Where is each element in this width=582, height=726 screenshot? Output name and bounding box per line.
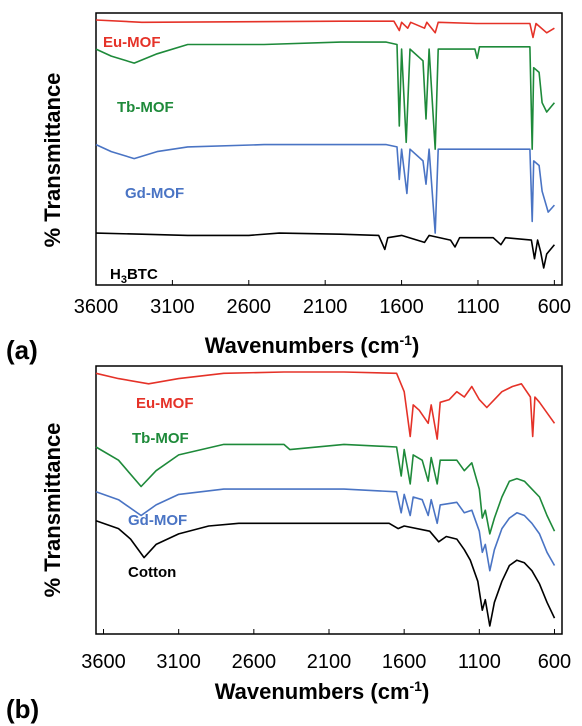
x-tick-label-b: 1600 bbox=[382, 651, 427, 673]
x-tick-label-a: 2600 bbox=[227, 296, 272, 318]
x-tick-label-b: 2100 bbox=[307, 651, 352, 673]
x-ticks-b: 3600 3100 2600 2100 1600 1100 600 bbox=[81, 629, 571, 673]
x-tick-label-b: 2600 bbox=[232, 651, 277, 673]
x-tick-label-a: 1100 bbox=[456, 296, 499, 318]
x-tick-label-a: 3600 bbox=[74, 296, 119, 318]
series-line-tb-mof-b bbox=[95, 443, 556, 535]
x-tick-label-a: 1600 bbox=[379, 296, 424, 318]
series-label-eu-b: Eu-MOF bbox=[136, 395, 194, 412]
x-tick-label-a: 600 bbox=[538, 296, 571, 318]
x-tick-label-b: 3600 bbox=[81, 651, 126, 673]
plot-frame-a bbox=[95, 12, 563, 286]
panel-label-a: (a) bbox=[6, 335, 38, 365]
x-ticks-a: 3600 3100 2600 2100 1600 1100 600 bbox=[74, 280, 571, 318]
series-line-eu-mof-b bbox=[95, 371, 556, 440]
series-line-h3btc-a bbox=[95, 232, 556, 269]
series-line-gd-mof-a bbox=[95, 143, 555, 234]
y-axis-label-b: % Transmittance bbox=[40, 423, 65, 598]
series-group-b bbox=[95, 371, 556, 627]
y-axis-label-a: % Transmittance bbox=[40, 73, 65, 248]
series-line-eu-mof-a bbox=[95, 19, 555, 39]
chart-panel-a: 3600 3100 2600 2100 1600 1100 600 % Transmitta… bbox=[6, 12, 571, 365]
series-label-cotton-b: Cotton bbox=[128, 564, 176, 581]
x-tick-label-b: 3100 bbox=[156, 651, 201, 673]
series-label-gd-a: Gd-MOF bbox=[125, 185, 184, 202]
x-tick-label-a: 2100 bbox=[303, 296, 348, 318]
x-tick-label-b: 600 bbox=[538, 651, 571, 673]
series-label-h3btc-a: H3BTC bbox=[110, 266, 158, 286]
chart-panel-b: 3600 3100 2600 2100 1600 1100 600 % Transmitta… bbox=[6, 365, 571, 724]
series-label-gd-b: Gd-MOF bbox=[128, 512, 187, 529]
series-line-gd-mof-b bbox=[95, 488, 556, 572]
x-tick-label-a: 3100 bbox=[150, 296, 195, 318]
x-axis-label-a: Wavenumbers (cm-1) bbox=[205, 332, 420, 358]
series-label-tb-a: Tb-MOF bbox=[117, 99, 174, 116]
series-group-a bbox=[95, 19, 556, 269]
series-label-tb-b: Tb-MOF bbox=[132, 430, 189, 447]
x-axis-label-b: Wavenumbers (cm-1) bbox=[215, 678, 430, 704]
x-tick-label-b: 1100 bbox=[458, 651, 501, 673]
series-line-cotton-b bbox=[95, 519, 556, 627]
panel-label-b: (b) bbox=[6, 694, 39, 724]
series-line-tb-mof-a bbox=[95, 41, 556, 150]
series-label-eu-a: Eu-MOF bbox=[103, 34, 161, 51]
